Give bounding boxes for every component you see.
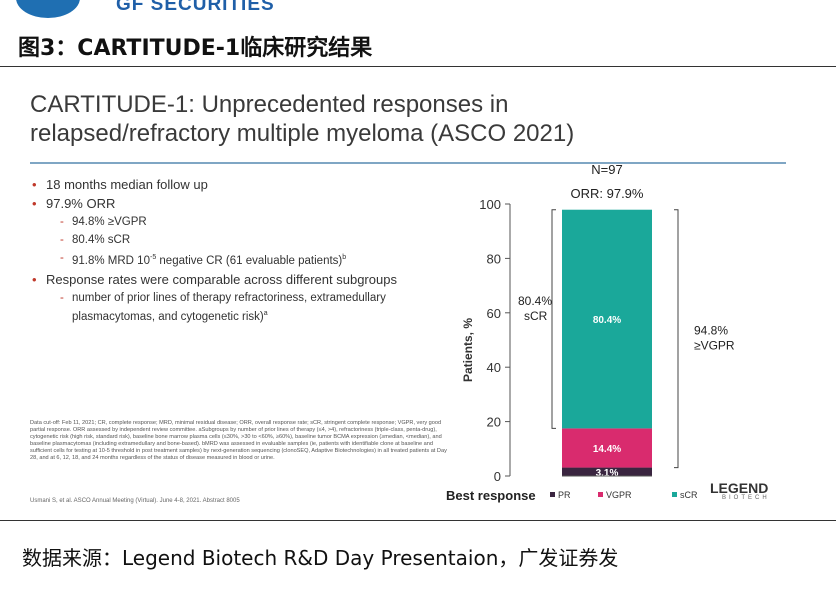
side-divider-top (824, 66, 836, 67)
right-bracket-label-line-2: ≥VGPR (694, 339, 735, 353)
data-label-scr: 80.4% (593, 315, 621, 326)
legend-label-scr: sCR (680, 490, 698, 500)
data-label-pr: 3.1% (596, 468, 619, 479)
y-tick-label: 80 (487, 251, 501, 266)
legend-label-pr: PR (558, 490, 571, 500)
bar-segment-scr (562, 209, 652, 429)
legend-logo-text: LEGEND (710, 480, 769, 496)
response-chart: 0 20 40 60 80 100 Patients, % 3.1% 14.4% 80.4% N=9… (438, 158, 798, 514)
source-note: 数据来源：Legend Biotech R&D Day Presentaion，… (22, 546, 619, 570)
y-tick-label: 20 (487, 415, 501, 430)
left-bracket-label-line-1: 80.4% (518, 294, 552, 308)
sub-bullet-vgpr: 94.8% ≥VGPR (30, 214, 450, 230)
right-bracket (674, 209, 679, 469)
slide-title-line-1: CARTITUDE-1: Unprecedented responses in (30, 91, 509, 118)
slide-title-divider (30, 162, 786, 164)
right-bracket-label-line-1: 94.8% (694, 324, 728, 338)
subgroups-footnote-mark: a (263, 309, 268, 317)
y-tick-label: 40 (487, 360, 501, 375)
legend-logo-subtext: BIOTECH (722, 495, 770, 501)
mrd-text-pre: 91.8% MRD 10 (72, 254, 150, 267)
n-label: N=97 (591, 162, 622, 177)
side-divider-bottom (824, 520, 836, 521)
legend-swatch-pr (550, 492, 555, 497)
slide-footnote: Data cut-off: Feb 11, 2021; CR, complete… (30, 420, 447, 461)
bullet-follow-up: 18 months median follow up (30, 176, 450, 193)
slide-title-line-2: relapsed/refractory multiple myeloma (AS… (30, 120, 575, 147)
figure-title: 图3：CARTITUDE-1临床研究结果 (18, 36, 373, 61)
sub-bullet-subgroups: number of prior lines of therapy refract… (30, 290, 450, 325)
orr-label: ORR: 97.9% (571, 186, 644, 201)
bottom-divider (0, 520, 836, 521)
data-label-vgpr: 14.4% (593, 444, 621, 455)
bullet-orr: 97.9% ORR (30, 195, 450, 212)
sub-bullet-scr: 80.4% sCR (30, 232, 450, 248)
legend-biotech-logo: LEGEND BIOTECH (710, 480, 770, 501)
left-bracket-label-line-2: sCR (524, 309, 548, 323)
legend-swatch-scr (672, 492, 677, 497)
left-bracket (551, 209, 556, 429)
bullet-subgroups: Response rates were comparable across di… (30, 271, 450, 288)
bar-segment-pr (562, 467, 652, 476)
brand-banner: GF SECURITIES (0, 0, 836, 20)
brand-text: GF SECURITIES (116, 0, 275, 15)
slide-title: CARTITUDE-1: Unprecedented responses in … (30, 90, 730, 148)
slide-citation: Usmani S, et al. ASCO Annual Meeting (Vi… (30, 498, 240, 504)
y-tick-label: 100 (479, 197, 501, 212)
brand-logo-icon (16, 0, 80, 18)
legend-swatch-vgpr (598, 492, 603, 497)
mrd-footnote-mark: b (342, 254, 347, 261)
y-axis-title: Patients, % (461, 318, 475, 382)
sub-bullet-mrd: 91.8% MRD 10-5 negative CR (61 evaluable… (30, 250, 450, 269)
response-chart-svg: 0 20 40 60 80 100 Patients, % 3.1% 14.4% 80.4% N=9… (446, 162, 735, 503)
title-divider (0, 66, 836, 67)
subgroups-text: number of prior lines of therapy refract… (72, 291, 386, 323)
mrd-exponent: -5 (149, 254, 157, 261)
bullet-list: 18 months median follow up 97.9% ORR 94.… (30, 174, 450, 325)
mrd-text-post: negative CR (61 evaluable patients) (156, 254, 343, 267)
bar-segment-vgpr (562, 428, 652, 468)
slide-panel: CARTITUDE-1: Unprecedented responses in … (18, 78, 798, 516)
y-tick-label: 60 (487, 306, 501, 321)
x-axis-title: Best response (446, 488, 536, 503)
y-tick-label: 0 (494, 469, 501, 484)
legend-label-vgpr: VGPR (606, 490, 632, 500)
